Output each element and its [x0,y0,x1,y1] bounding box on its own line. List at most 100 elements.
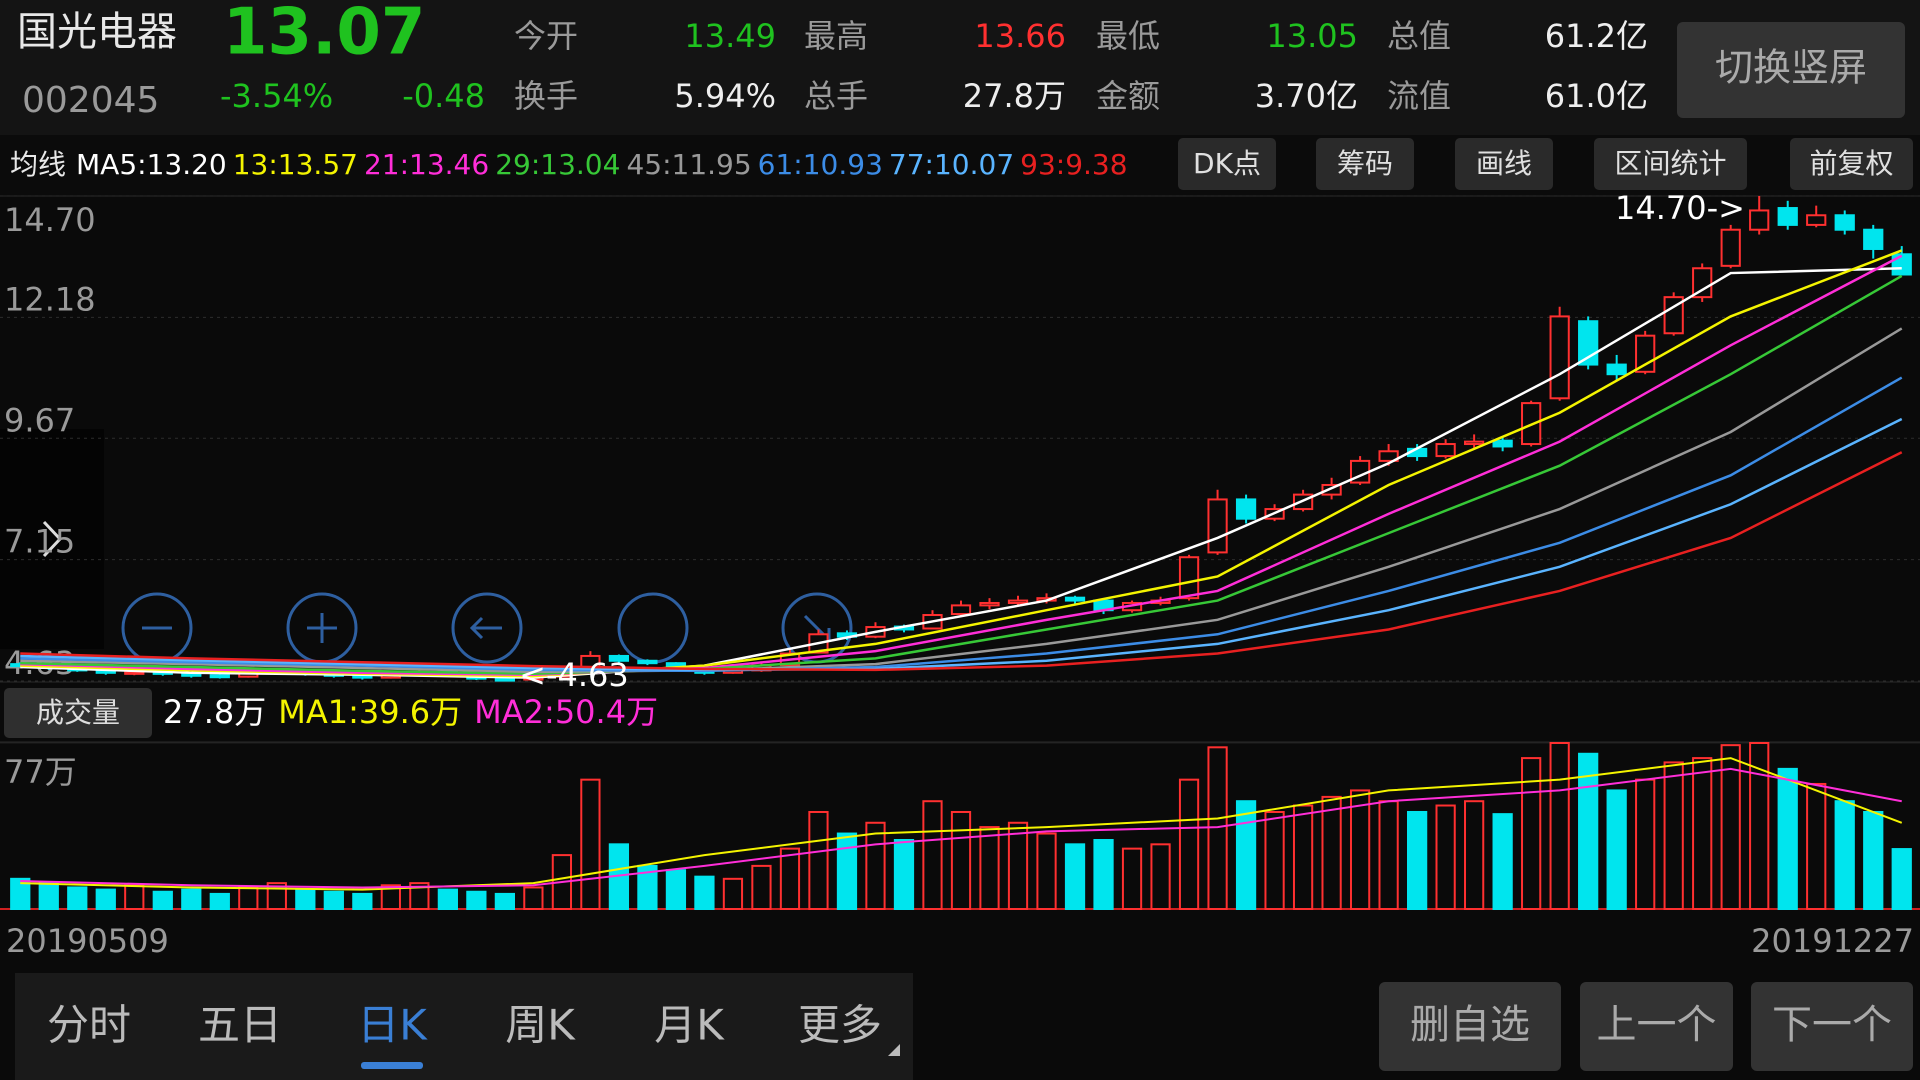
volume-bar [979,826,1000,911]
volume-bar [95,888,116,911]
action-button[interactable] [1580,982,1733,1071]
quote-value: 3.70亿 [1255,77,1358,115]
tool-button-label[interactable]: 筹码 [1337,147,1393,180]
volume-bar [1150,843,1171,910]
volume-bar [1435,804,1456,910]
quote-label: 今开 [514,17,578,55]
tool-button[interactable] [1178,138,1276,190]
ma-legend-item: MA5:13.20 [76,148,227,181]
volume-button[interactable] [4,688,152,738]
volume-bar [523,886,544,910]
tab[interactable]: 分时 [47,1001,131,1050]
ma-line [20,274,1903,676]
actions: 删自选 上一个 下一个 [1379,982,1913,1071]
high-annotation: 14.70-> [1615,189,1745,227]
tool-button-label[interactable]: 区间统计 [1614,147,1726,180]
quote-label: 流值 [1387,77,1451,115]
volume-bar [1178,778,1200,910]
side-panel[interactable] [0,429,104,649]
action-button[interactable] [1379,982,1561,1071]
tab[interactable]: 更多 [798,1001,882,1050]
action-button-label[interactable]: 删自选 [1410,1002,1530,1048]
quote-value: 13.05 [1266,17,1358,55]
candle-body [1492,439,1513,448]
candle-body [1606,363,1627,376]
volume-bar [1521,757,1542,910]
action-button-label[interactable]: 下一个 [1772,1002,1892,1048]
more-indicator [888,1044,900,1056]
tabs: 分时 五日 日K 周K 月K 更多 [47,1001,900,1069]
tool-button-label[interactable]: 画线 [1476,147,1532,180]
volume-bar [1578,752,1599,911]
volume-bar [1321,795,1342,911]
ma-label: 均线 [10,148,66,181]
y-tick-label: 12.18 [4,280,96,318]
action-button[interactable] [1751,982,1913,1071]
ma-legend-item: 29:13.04 [495,148,620,181]
candle-body [1891,253,1912,276]
tab[interactable]: 周K [505,1001,576,1050]
tab[interactable]: 五日 [198,1001,282,1050]
volume-bar [1264,810,1285,910]
quote-value: 61.2亿 [1545,17,1648,55]
volume-bar [380,884,401,910]
tool-button[interactable] [1455,138,1553,190]
candle-body [1464,440,1485,446]
tool-button[interactable] [1790,138,1913,190]
volume-bar [1834,800,1855,910]
volume-legend-item: MA1:39.6万 [278,693,462,731]
volume-bar [665,869,687,911]
stock-name: 国光电器 [17,9,177,55]
tool-button-label[interactable]: 前复权 [1809,147,1893,180]
tab[interactable]: 日K [357,1001,428,1050]
volume-bar [1663,761,1684,910]
candle-body [1378,450,1399,462]
candle-body [1720,228,1741,267]
volume-bar [1635,778,1656,910]
tool-circle[interactable] [451,592,523,664]
volume-bar [409,882,430,911]
candle-body [1663,296,1684,335]
volume-bar [1036,832,1057,911]
tool-button[interactable] [1316,138,1414,190]
side-arrow[interactable] [42,520,63,558]
volume-button-label[interactable]: 成交量 [36,696,120,729]
quote-value: 13.49 [684,17,776,55]
volume-bar [1064,843,1086,910]
orientation-button-label[interactable]: 切换竖屏 [1715,46,1867,90]
quote-value: 5.94% [674,77,776,115]
volume-bar [1235,800,1257,910]
candle-body [1207,498,1228,554]
action-button-label[interactable]: 上一个 [1597,1002,1717,1048]
volume-bar [1692,757,1713,910]
candle-body [1834,214,1855,231]
ma-legend: 均线 MA5:13.20 13:13.57 21:13.46 29:13.04 45:11… [10,148,1128,181]
volume-bar [637,864,658,910]
volume-bar [779,847,801,910]
tool-button[interactable] [1594,138,1747,190]
volume-bar [209,892,230,911]
orientation-button[interactable] [1677,22,1905,118]
volume-ma-line [20,757,1903,891]
tool-icon [469,616,502,640]
change: -0.48 [402,77,485,115]
toolbar: DK点 筹码 画线 区间统计 前复权 [1178,138,1913,190]
volume-bar [466,890,487,910]
tab[interactable]: 月K [654,1001,725,1050]
quote-label: 最低 [1096,17,1160,55]
volume-bar [437,888,458,911]
volume-bar [1406,810,1428,910]
tab-bar [15,973,913,1080]
ma-line [20,327,1903,674]
volume-bar [1464,800,1485,910]
tool-circle[interactable] [617,592,689,664]
tool-button-label[interactable]: DK点 [1193,147,1261,180]
volume-bar [238,886,259,910]
candle-body [637,659,658,665]
ma-line [20,376,1903,673]
candle-body [1749,209,1770,231]
ma-line [20,266,1902,679]
ma-legend-item: 45:11.95 [626,148,751,181]
y-tick-label: 14.70 [4,201,96,239]
